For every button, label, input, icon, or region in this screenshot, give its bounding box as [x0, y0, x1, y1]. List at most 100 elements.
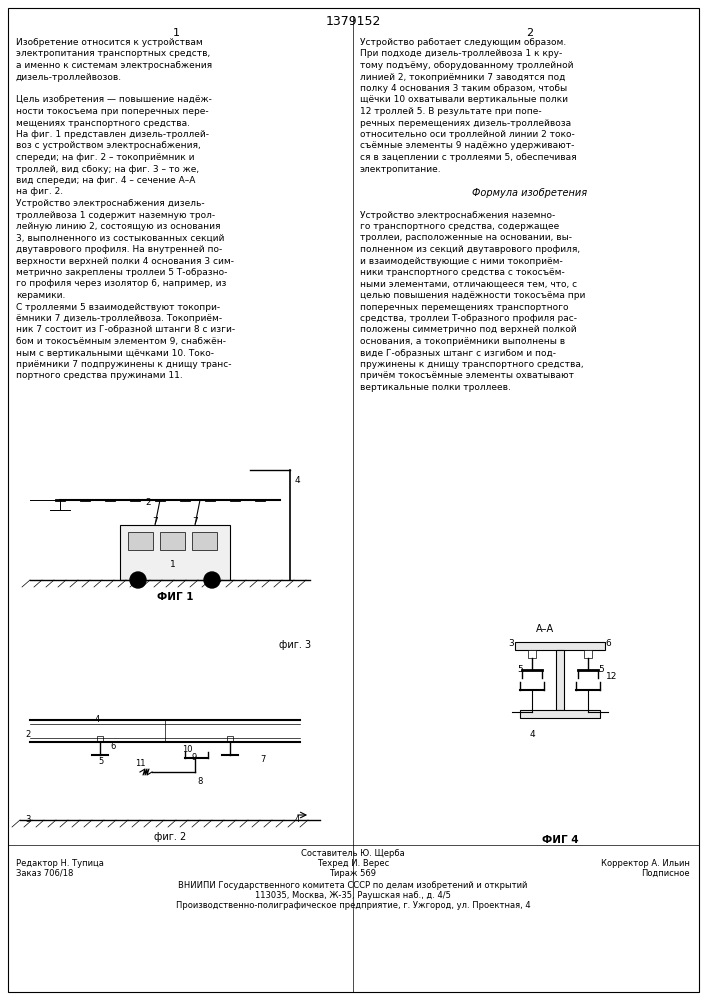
- Text: Техред И. Верес: Техред И. Верес: [317, 859, 389, 868]
- Text: Устройство работает следующим образом.: Устройство работает следующим образом.: [360, 38, 566, 47]
- Circle shape: [204, 572, 220, 588]
- Text: 9: 9: [192, 753, 197, 762]
- Text: A–A: A–A: [536, 624, 554, 634]
- Text: и взаимодействующие с ними токоприём-: и взаимодействующие с ними токоприём-: [360, 256, 563, 265]
- Text: 6: 6: [605, 639, 611, 648]
- Text: фиг. 2: фиг. 2: [154, 832, 186, 842]
- Text: приёмники 7 подпружинены к днищу транс-: приёмники 7 подпружинены к днищу транс-: [16, 360, 231, 369]
- Bar: [192, 532, 217, 550]
- Text: 7: 7: [152, 517, 158, 526]
- Text: 2: 2: [145, 498, 151, 507]
- Bar: [128, 532, 153, 550]
- Text: пружинены к днищу транспортного средства,: пружинены к днищу транспортного средства…: [360, 360, 583, 369]
- Text: 7: 7: [192, 517, 198, 526]
- Text: Корректор А. Ильин: Корректор А. Ильин: [601, 859, 690, 868]
- Text: а именно к системам электроснабжения: а именно к системам электроснабжения: [16, 61, 212, 70]
- Text: вертикальные полки троллеев.: вертикальные полки троллеев.: [360, 383, 511, 392]
- Text: лейную линию 2, состоящую из основания: лейную линию 2, состоящую из основания: [16, 222, 221, 231]
- Text: Устройство электроснабжения дизель-: Устройство электроснабжения дизель-: [16, 199, 204, 208]
- Text: щёчки 10 охватывали вертикальные полки: щёчки 10 охватывали вертикальные полки: [360, 96, 568, 104]
- Text: метрично закреплены троллеи 5 Т-образно-: метрично закреплены троллеи 5 Т-образно-: [16, 268, 228, 277]
- Text: полку 4 основания 3 таким образом, чтобы: полку 4 основания 3 таким образом, чтобы: [360, 84, 567, 93]
- Text: 5: 5: [598, 665, 604, 674]
- Bar: [528, 650, 536, 658]
- Text: 113035, Москва, Ж-35, Раушская наб., д. 4/5: 113035, Москва, Ж-35, Раушская наб., д. …: [255, 891, 451, 900]
- Text: Производственно-полиграфическое предприятие, г. Ужгород, ул. Проектная, 4: Производственно-полиграфическое предприя…: [175, 901, 530, 910]
- Text: 2: 2: [527, 28, 534, 38]
- Text: троллеи, расположенные на основании, вы-: троллеи, расположенные на основании, вы-: [360, 233, 572, 242]
- Text: вид спереди; на фиг. 4 – сечение А–А: вид спереди; на фиг. 4 – сечение А–А: [16, 176, 195, 185]
- Text: виде Г-образных штанг с изгибом и под-: виде Г-образных штанг с изгибом и под-: [360, 349, 556, 358]
- Text: дизель-троллейвозов.: дизель-троллейвозов.: [16, 73, 122, 82]
- Bar: [584, 650, 592, 658]
- Text: съёмные элементы 9 надёжно удерживают-: съёмные элементы 9 надёжно удерживают-: [360, 141, 574, 150]
- Text: 3, выполненного из состыкованных секций: 3, выполненного из состыкованных секций: [16, 233, 224, 242]
- Text: го транспортного средства, содержащее: го транспортного средства, содержащее: [360, 222, 559, 231]
- Text: положены симметрично под верхней полкой: положены симметрично под верхней полкой: [360, 326, 577, 334]
- Text: полненном из секций двутаврового профиля,: полненном из секций двутаврового профиля…: [360, 245, 580, 254]
- Text: 2: 2: [25, 730, 30, 739]
- Text: ФИГ 1: ФИГ 1: [157, 592, 193, 602]
- Text: 5: 5: [98, 757, 103, 766]
- Text: Составитель Ю. Щерба: Составитель Ю. Щерба: [301, 849, 405, 858]
- Text: 3: 3: [25, 815, 30, 824]
- Text: 11: 11: [135, 759, 146, 768]
- Text: го профиля через изолятор 6, например, из: го профиля через изолятор 6, например, и…: [16, 279, 226, 288]
- Text: Подписное: Подписное: [641, 869, 690, 878]
- Text: На фиг. 1 представлен дизель-троллей-: На фиг. 1 представлен дизель-троллей-: [16, 130, 209, 139]
- Text: на фиг. 2.: на фиг. 2.: [16, 188, 63, 196]
- Text: Тираж 569: Тираж 569: [329, 869, 377, 878]
- Text: воз с устройством электроснабжения,: воз с устройством электроснабжения,: [16, 141, 201, 150]
- Text: ники транспортного средства с токосъём-: ники транспортного средства с токосъём-: [360, 268, 565, 277]
- Text: 4: 4: [295, 476, 300, 485]
- Text: линией 2, токоприёмники 7 заводятся под: линией 2, токоприёмники 7 заводятся под: [360, 73, 566, 82]
- Text: бом и токосъёмным элементом 9, снабжён-: бом и токосъёмным элементом 9, снабжён-: [16, 337, 226, 346]
- Text: 4: 4: [295, 815, 300, 824]
- Text: двутаврового профиля. На внутренней по-: двутаврового профиля. На внутренней по-: [16, 245, 222, 254]
- Text: фиг. 3: фиг. 3: [279, 640, 311, 650]
- Text: ся в зацеплении с троллеями 5, обеспечивая: ся в зацеплении с троллеями 5, обеспечив…: [360, 153, 577, 162]
- Text: Устройство электроснабжения наземно-: Устройство электроснабжения наземно-: [360, 211, 555, 220]
- Text: С троллеями 5 взаимодействуют токопри-: С троллеями 5 взаимодействуют токопри-: [16, 302, 220, 312]
- Bar: [120, 525, 230, 580]
- Text: портного средства пружинами 11.: портного средства пружинами 11.: [16, 371, 182, 380]
- Text: 6: 6: [110, 742, 115, 751]
- Bar: [556, 650, 564, 710]
- Text: 1379152: 1379152: [325, 15, 380, 28]
- Text: электропитания транспортных средств,: электропитания транспортных средств,: [16, 49, 210, 58]
- Text: ФИГ 4: ФИГ 4: [542, 835, 578, 845]
- Text: целью повышения надёжности токосъёма при: целью повышения надёжности токосъёма при: [360, 291, 585, 300]
- Bar: [160, 532, 185, 550]
- Text: ности токосъема при поперечных пере-: ности токосъема при поперечных пере-: [16, 107, 209, 116]
- Text: основания, а токоприёмники выполнены в: основания, а токоприёмники выполнены в: [360, 337, 565, 346]
- Text: спереди; на фиг. 2 – токоприёмник и: спереди; на фиг. 2 – токоприёмник и: [16, 153, 194, 162]
- Text: ёмники 7 дизель-троллейвоза. Токоприём-: ёмники 7 дизель-троллейвоза. Токоприём-: [16, 314, 222, 323]
- Text: электропитание.: электропитание.: [360, 164, 442, 174]
- Bar: [227, 736, 233, 742]
- Text: поперечных перемещениях транспортного: поперечных перемещениях транспортного: [360, 302, 568, 312]
- Text: речных перемещениях дизель-троллейвоза: речных перемещениях дизель-троллейвоза: [360, 118, 571, 127]
- Text: относительно оси троллейной линии 2 токо-: относительно оси троллейной линии 2 токо…: [360, 130, 575, 139]
- Text: Заказ 706/18: Заказ 706/18: [16, 869, 74, 878]
- Text: средства, троллеи Т-образного профиля рас-: средства, троллеи Т-образного профиля ра…: [360, 314, 577, 323]
- Text: причём токосъёмные элементы охватывают: причём токосъёмные элементы охватывают: [360, 371, 574, 380]
- Text: Формула изобретения: Формула изобретения: [472, 188, 588, 198]
- Text: ными элементами, отличающееся тем, что, с: ными элементами, отличающееся тем, что, …: [360, 279, 577, 288]
- Text: ник 7 состоит из Г-образной штанги 8 с изги-: ник 7 состоит из Г-образной штанги 8 с и…: [16, 326, 235, 334]
- Bar: [520, 710, 600, 718]
- Text: Цель изобретения — повышение надёж-: Цель изобретения — повышение надёж-: [16, 96, 212, 104]
- Text: ВНИИПИ Государственного комитета СССР по делам изобретений и открытий: ВНИИПИ Государственного комитета СССР по…: [178, 881, 527, 890]
- Text: керамики.: керамики.: [16, 291, 65, 300]
- Text: 8: 8: [197, 777, 202, 786]
- Text: 3: 3: [508, 639, 514, 648]
- Text: троллейвоза 1 содержит наземную трол-: троллейвоза 1 содержит наземную трол-: [16, 211, 215, 220]
- Text: 5: 5: [517, 665, 522, 674]
- Text: При подходе дизель-троллейвоза 1 к кру-: При подходе дизель-троллейвоза 1 к кру-: [360, 49, 562, 58]
- Text: 4: 4: [95, 715, 100, 724]
- Text: 12: 12: [606, 672, 617, 681]
- Text: ным с вертикальными щёчками 10. Токо-: ным с вертикальными щёчками 10. Токо-: [16, 349, 214, 358]
- Text: Редактор Н. Тупица: Редактор Н. Тупица: [16, 859, 104, 868]
- Text: 4: 4: [530, 730, 536, 739]
- Text: троллей, вид сбоку; на фиг. 3 – то же,: троллей, вид сбоку; на фиг. 3 – то же,: [16, 164, 199, 174]
- Text: 10: 10: [182, 745, 192, 754]
